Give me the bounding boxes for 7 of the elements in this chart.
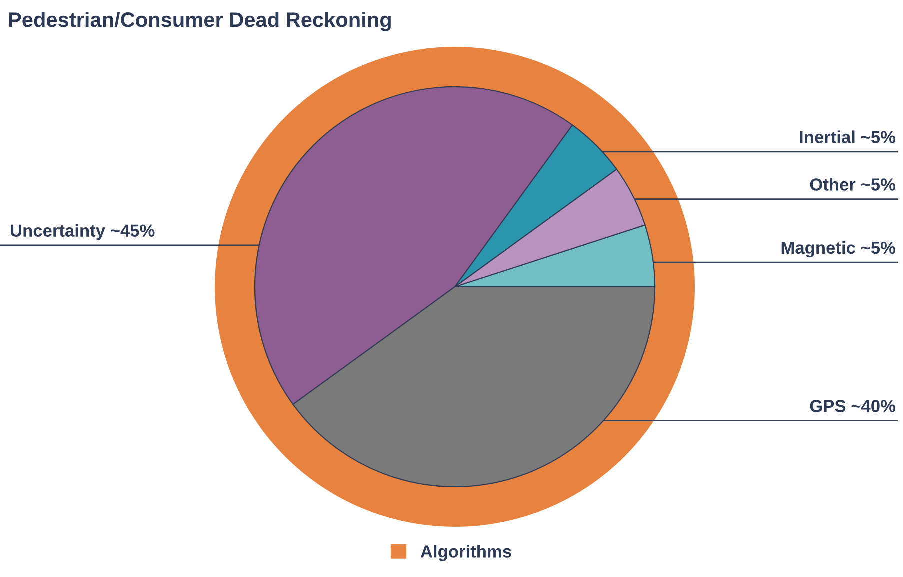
slice-label: GPS ~40% — [810, 400, 896, 412]
slice-label: Other ~5% — [810, 178, 896, 191]
chart-title: Pedestrian/Consumer Dead Reckoning — [9, 12, 391, 32]
slice-label: Uncertainty ~45% — [11, 224, 155, 240]
slice-label: Inertial ~5% — [800, 130, 896, 144]
legend-label: Algorithms — [420, 545, 512, 562]
slice-label: Magnetic ~5% — [782, 241, 896, 258]
